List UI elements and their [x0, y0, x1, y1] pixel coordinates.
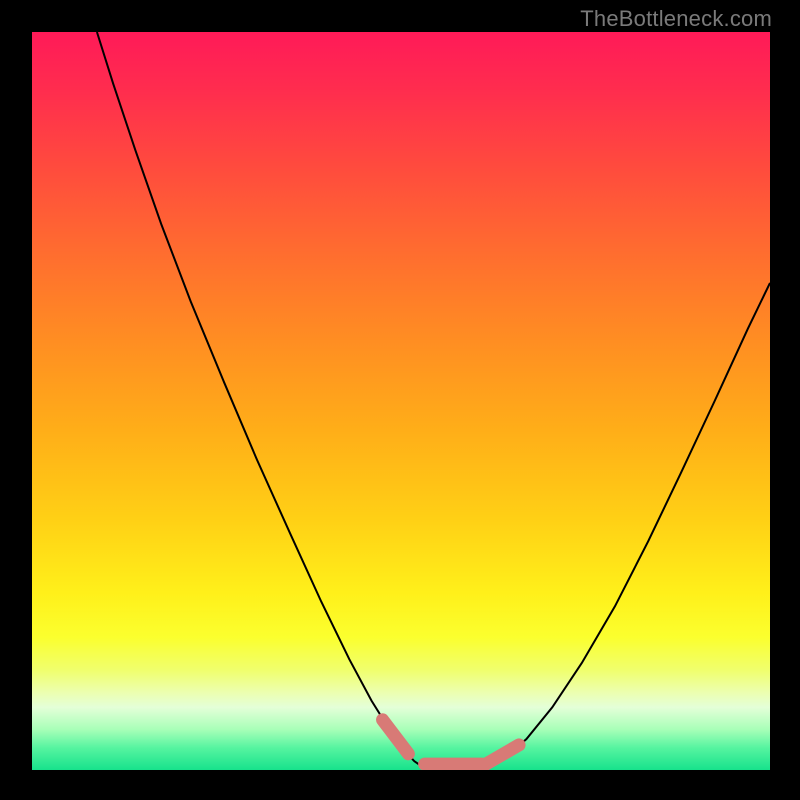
- plot-area: [32, 32, 770, 770]
- chart-svg: [32, 32, 770, 770]
- chart-stage: TheBottleneck.com: [0, 0, 800, 800]
- heatmap-background: [32, 32, 770, 770]
- watermark-text: TheBottleneck.com: [580, 6, 772, 32]
